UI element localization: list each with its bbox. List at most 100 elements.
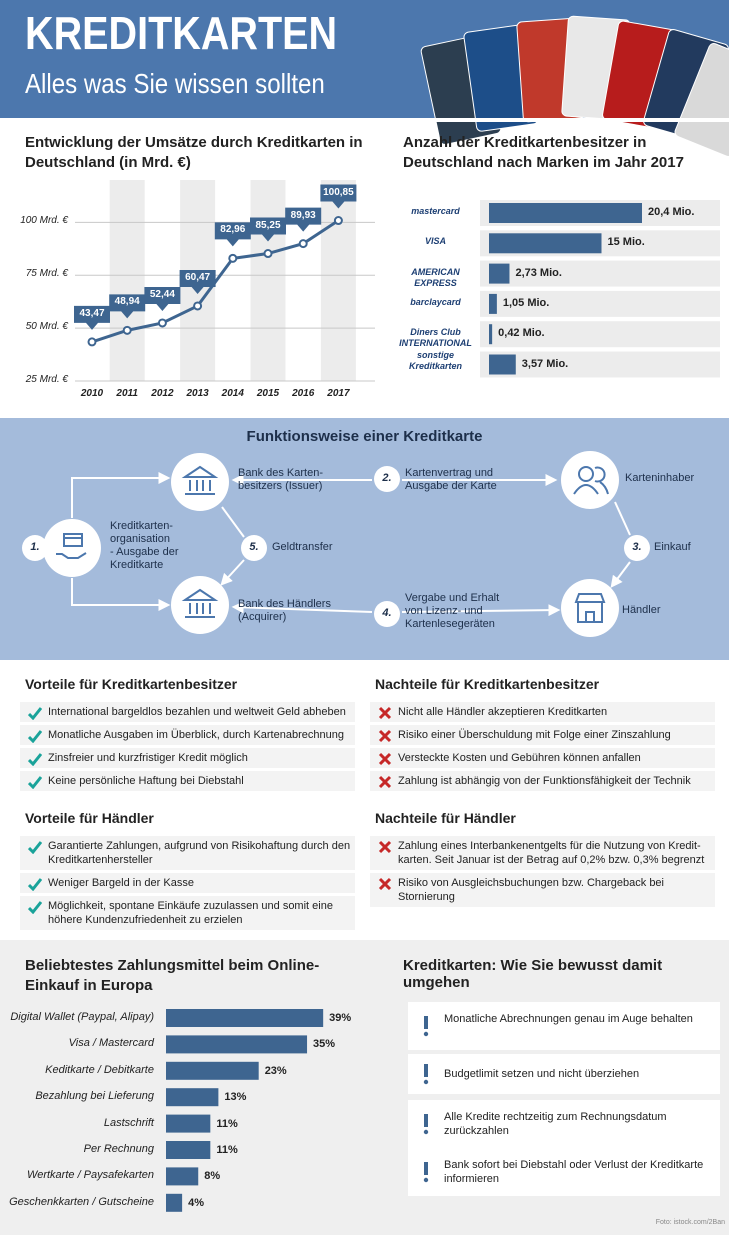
data-label: 43,47 [79, 307, 105, 319]
arrow [221, 506, 245, 538]
category-label: VISA [424, 236, 446, 247]
exclamation-icon [424, 1114, 428, 1127]
x-tick-label: 2012 [151, 388, 174, 399]
bar [489, 233, 602, 254]
category-label: Bezahlung bei Lieferung [35, 1090, 154, 1103]
column-band [320, 180, 356, 381]
label-box [214, 222, 251, 247]
bar [489, 293, 497, 314]
step-label: Vergabe und Erhalt von Lizenz- und Kartenl… [405, 592, 520, 631]
step-label: Einkauf [654, 541, 724, 554]
category-label: Lastschrift [103, 1116, 154, 1129]
y-tick-label: 100 Mrd. € [20, 215, 68, 227]
card-image [674, 43, 729, 157]
icon-part [573, 466, 609, 495]
data-label: 1,05 Mio. [502, 296, 550, 309]
exclamation-icon [424, 1064, 428, 1077]
exclamation-dot [423, 1031, 429, 1037]
category-label: Digital Wallet (Paypal, Alipay) [10, 1011, 154, 1023]
check-icon [28, 901, 42, 914]
step-badge [241, 535, 267, 561]
data-label: 35% [313, 1038, 336, 1051]
list-text: International bargeldlos bezahlen und we… [48, 706, 346, 718]
arrow [231, 601, 373, 614]
list-text: Risiko einer Überschuldung mit Folge ein… [398, 729, 671, 741]
step-number: 1. [30, 541, 40, 553]
category-label: Wertkarte / Paysafekarten [27, 1169, 154, 1182]
node-label: Kreditkarten-organisation - Ausgabe der Kr… [110, 520, 220, 572]
list: Zahlung eines Interbankenentgelts für di… [370, 836, 715, 910]
category-label: sonstige Kreditkarten [408, 349, 462, 371]
category-label: barclaycard [410, 296, 461, 307]
check-icon [28, 730, 42, 743]
tip-box [408, 1002, 720, 1050]
node-label-line: Bank des Karten- [238, 467, 323, 479]
step-label-line: Kartenvertrag und [405, 467, 494, 479]
node-label-line: organisation [110, 533, 170, 545]
category-label: AMERICAN EXPRESS [411, 266, 460, 288]
data-label: 23% [264, 1064, 287, 1077]
node-icon [181, 588, 219, 618]
node-label-line: - Ausgabe der [110, 546, 179, 558]
bar [166, 1061, 259, 1080]
section-title: Kreditkarten: Wie Sie bewusst damit umge… [403, 957, 663, 991]
photo-credit: Foto: istock.com/2Ban [655, 1219, 725, 1226]
node-icon [574, 593, 606, 623]
icon-part [574, 593, 606, 623]
step-label-line: Ausgabe der Karte [405, 480, 497, 492]
column-band [109, 180, 145, 381]
label-box [144, 286, 181, 311]
step-number: 5. [249, 541, 259, 553]
label-box [320, 184, 357, 209]
cross-icon [378, 729, 392, 743]
data-label: 15 Mio. [607, 236, 645, 249]
check-icon [28, 878, 42, 891]
point [298, 239, 308, 249]
exclamation-dot [423, 1079, 429, 1085]
category-label: mastercard [411, 206, 460, 216]
node-label: Bank des Karten-besitzers (Issuer) [238, 467, 353, 493]
x-tick-label: 2016 [292, 388, 315, 399]
node [561, 579, 619, 637]
arrow [401, 604, 561, 617]
step-number: 4. [382, 607, 392, 619]
list-item: Zahlung ist abhängig von der Funktionsfä… [370, 771, 715, 791]
data-label: 20,4 Mio. [648, 206, 695, 218]
point [157, 318, 167, 328]
y-tick-label: 75 Mrd. € [25, 268, 68, 280]
x-tick-label: 2010 [80, 388, 104, 399]
node-label-line: besitzers (Issuer) [238, 480, 323, 492]
tip-box [408, 1100, 720, 1148]
bar [489, 354, 516, 375]
data-label: 11% [216, 1144, 238, 1156]
list-item: Zahlung eines Interbankenentgelts für di… [370, 836, 715, 870]
y-tick-label: 25 Mrd. € [25, 374, 68, 385]
bar [489, 203, 642, 223]
cross-icon [378, 775, 392, 789]
x-tick-label: 2015 [256, 388, 280, 399]
label-box [250, 217, 286, 242]
category-label: Keditkarte / Debitkarte [45, 1063, 154, 1076]
node-label: Bank des Händlers (Acquirer) [238, 598, 353, 624]
step-number: 2. [382, 472, 392, 484]
list: Nicht alle Händler akzeptieren Kreditkar… [370, 702, 715, 794]
data-label: 82,96 [220, 224, 246, 236]
data-label: 8% [204, 1170, 221, 1183]
arrow [610, 561, 631, 588]
list-text: Risiko von Ausgleichsbuchungen bzw. Char… [398, 877, 664, 903]
row-band [480, 290, 720, 317]
step-badge [374, 601, 400, 627]
list-text: Monatliche Ausgaben im Überblick, durch … [48, 729, 344, 741]
list-title: Vorteile für Händler [25, 810, 154, 826]
step-label-line: Kartenlesegeräten [405, 618, 495, 630]
list-title: Vorteile für Kreditkartenbesitzer [25, 676, 238, 692]
icon-part [56, 533, 87, 559]
category-label: Per Rechnung [83, 1143, 154, 1155]
exclamation-icon [424, 1162, 428, 1175]
data-label: 85,25 [255, 219, 281, 231]
icon-part [578, 466, 594, 482]
list-text: Nicht alle Händler akzeptieren Kreditkar… [398, 706, 608, 718]
x-tick-label: 2011 [116, 388, 138, 399]
list-item: Risiko einer Überschuldung mit Folge ein… [370, 725, 715, 745]
